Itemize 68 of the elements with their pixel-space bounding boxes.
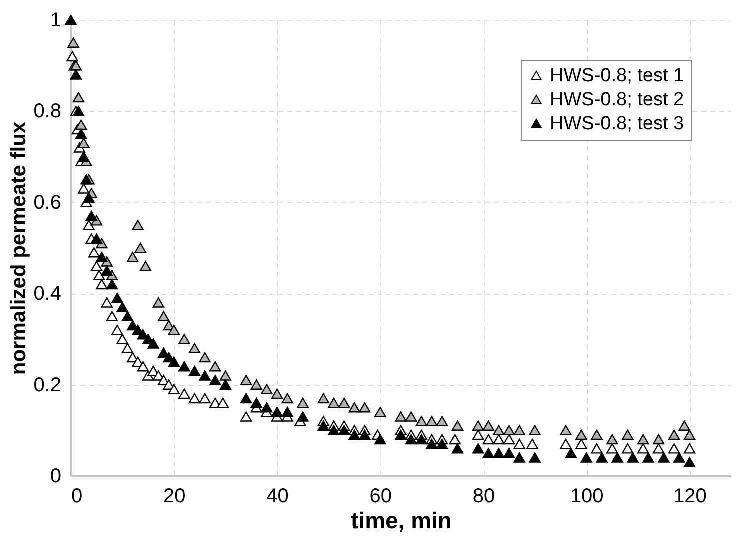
point <box>405 412 418 422</box>
point <box>684 430 696 440</box>
x-tick-label: 100 <box>570 486 604 508</box>
point <box>168 324 180 336</box>
point <box>638 434 650 445</box>
legend-label: HWS-0.8; test 1 <box>550 66 684 86</box>
point <box>348 402 360 413</box>
legend-label: HWS-0.8; test 3 <box>550 114 684 134</box>
point <box>678 420 690 431</box>
point <box>436 416 448 426</box>
point <box>652 434 665 445</box>
x-tick-label: 80 <box>472 486 496 508</box>
point <box>560 425 572 436</box>
point <box>220 370 232 381</box>
point <box>426 416 438 426</box>
y-tick-label: 1 <box>50 10 62 32</box>
point <box>493 425 505 436</box>
point <box>503 425 516 436</box>
point <box>132 220 144 230</box>
y-axis-title: normalized permeate flux <box>8 122 31 376</box>
x-tick-label: 0 <box>72 486 83 508</box>
point <box>199 352 211 363</box>
point <box>250 380 262 390</box>
point <box>529 425 541 436</box>
point <box>395 412 407 422</box>
point <box>482 420 494 431</box>
x-tick-label: 120 <box>674 486 707 508</box>
x-tick-label: 40 <box>266 486 289 508</box>
point <box>68 38 80 48</box>
y-tick-label: 0 <box>50 466 62 488</box>
point <box>416 416 428 426</box>
point <box>668 430 680 440</box>
point <box>72 92 85 103</box>
point <box>127 252 139 262</box>
point <box>606 434 618 445</box>
point <box>318 393 330 404</box>
point <box>134 242 146 254</box>
point <box>188 343 201 354</box>
point <box>178 334 190 344</box>
point <box>297 398 309 408</box>
point <box>452 420 464 431</box>
point <box>75 120 88 130</box>
legend-label: HWS-0.8; test 2 <box>550 90 684 110</box>
y-tick-label: 0.2 <box>34 374 62 396</box>
point <box>152 298 164 308</box>
point <box>78 138 90 148</box>
point <box>140 261 152 272</box>
point <box>472 420 484 431</box>
point <box>591 430 603 440</box>
y-tick-label: 0.8 <box>34 100 62 123</box>
point <box>328 398 340 408</box>
point <box>282 393 294 404</box>
point <box>359 402 371 413</box>
x-axis-title: time, min <box>351 508 452 534</box>
point <box>271 388 284 400</box>
point <box>240 375 252 386</box>
y-tick-label: 0.6 <box>34 192 62 214</box>
y-tick-label: 0.4 <box>34 283 62 306</box>
point <box>338 398 350 408</box>
x-tick-label: 20 <box>164 486 186 508</box>
point <box>261 384 273 394</box>
point <box>514 425 526 436</box>
point <box>622 430 634 440</box>
point <box>158 311 170 322</box>
x-tick-label: 60 <box>370 486 392 508</box>
point <box>374 407 386 418</box>
point <box>576 430 588 440</box>
point <box>210 361 222 372</box>
